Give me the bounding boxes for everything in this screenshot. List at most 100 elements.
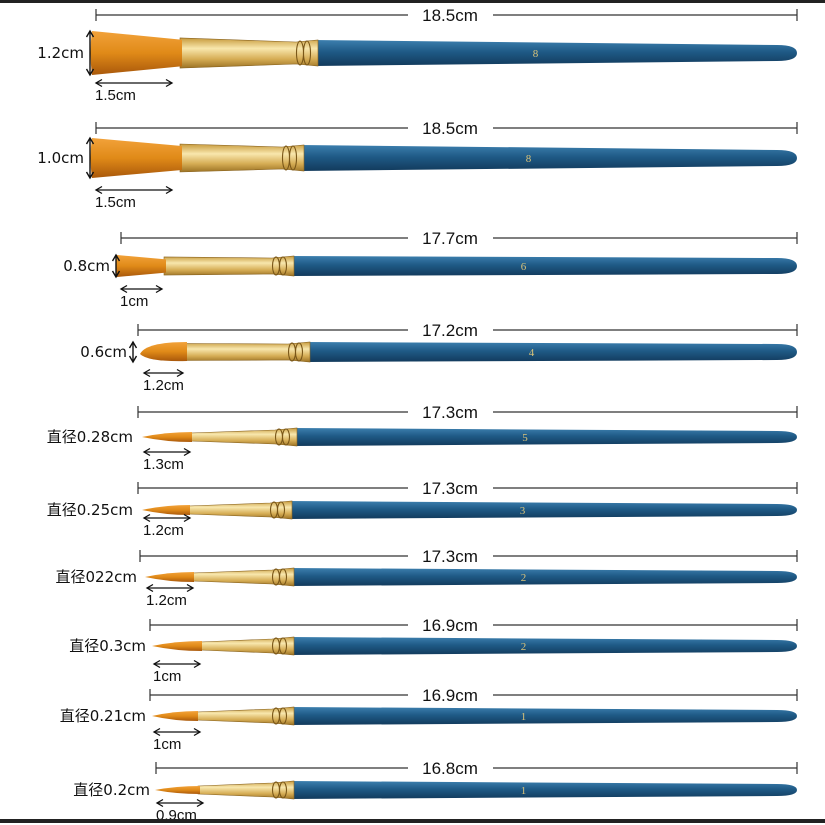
brush-handle: [293, 428, 797, 446]
length-label: 17.2cm: [422, 321, 478, 340]
length-label: 16.8cm: [422, 759, 478, 778]
brush-handle: [290, 256, 797, 276]
width-label: 直径0.3cm: [69, 637, 146, 655]
brush-row: 16.9cm 1 直径0.21cm 1cm: [60, 686, 798, 753]
width-label: 直径0.28cm: [47, 428, 133, 446]
brush-row: 17.3cm 3 直径0.25cm 1.2cm: [47, 479, 798, 539]
ferrule-crimp: [281, 428, 291, 446]
brush-bristles: [140, 342, 187, 362]
arrow-head: [186, 583, 195, 593]
brush-bristles: [142, 505, 190, 515]
brush-handle: [290, 568, 797, 586]
tip-length-label: 1.3cm: [143, 456, 184, 473]
bottom-rule: [0, 819, 825, 823]
handle-size-mark: 3: [520, 505, 526, 517]
tip-length-label: 1cm: [120, 293, 148, 310]
width-label: 0.8cm: [63, 257, 110, 275]
brush-ferrule: [184, 341, 311, 363]
arrow-head: [94, 78, 103, 88]
brush-ferrule: [179, 143, 305, 173]
arrow-head: [142, 513, 151, 523]
tip-length-label: 1cm: [153, 668, 181, 685]
handle-size-mark: 4: [529, 347, 535, 359]
brush-handle: [306, 342, 797, 362]
arrow-head: [165, 78, 174, 88]
brush-row: 17.2cm 4 0.6cm 1.2cm: [80, 321, 798, 394]
brush-row: 18.5cm 8 1.2cm 1.5cm: [37, 6, 798, 104]
arrow-head: [128, 340, 138, 349]
width-label: 1.2cm: [37, 44, 84, 62]
ferrule-crimp: [278, 256, 288, 276]
arrow-head: [128, 355, 138, 364]
brush-handle: [290, 781, 797, 799]
handle-size-mark: 1: [521, 785, 527, 797]
length-label: 16.9cm: [422, 686, 478, 705]
arrow-head: [152, 659, 161, 669]
arrow-head: [142, 447, 151, 457]
arrow-head: [85, 29, 95, 38]
arrow-head: [142, 368, 151, 378]
brush-ferrule: [197, 780, 295, 800]
arrow-head: [155, 284, 164, 294]
tip-length-label: 1.5cm: [95, 194, 136, 211]
ferrule-crimp: [294, 342, 304, 362]
handle-size-mark: 8: [533, 48, 539, 60]
arrow-head: [165, 185, 174, 195]
top-rule: [0, 0, 825, 3]
handle-size-mark: 8: [526, 153, 532, 165]
arrow-head: [183, 513, 192, 523]
tip-length-label: 1.2cm: [143, 522, 184, 539]
tip-length-label: 1.5cm: [95, 87, 136, 104]
arrow-head: [176, 368, 185, 378]
arrow-head: [85, 136, 95, 145]
brush-row: 17.3cm 5 直径0.28cm 1.3cm: [47, 403, 798, 473]
arrow-head: [193, 659, 202, 669]
tip-length-label: 1cm: [153, 736, 181, 753]
width-label: 0.6cm: [80, 343, 127, 361]
brush-row: 18.5cm 8 1.0cm 1.5cm: [37, 119, 798, 211]
ferrule-crimp: [278, 568, 288, 586]
arrow-head: [152, 727, 161, 737]
arrow-head: [183, 447, 192, 457]
arrow-head: [111, 270, 121, 279]
arrow-head: [193, 727, 202, 737]
arrow-head: [145, 583, 154, 593]
length-label: 17.3cm: [422, 547, 478, 566]
arrow-head: [196, 798, 205, 808]
arrow-head: [111, 253, 121, 262]
length-label: 16.9cm: [422, 616, 478, 635]
brush-ferrule: [179, 37, 319, 69]
arrow-head: [155, 798, 164, 808]
width-label: 直径0.21cm: [60, 707, 146, 725]
handle-size-mark: 1: [521, 711, 527, 723]
brush-bristles: [152, 641, 202, 651]
length-label: 18.5cm: [422, 6, 478, 25]
ferrule-crimp: [288, 145, 298, 171]
brush-bristles: [152, 711, 198, 721]
width-label: 1.0cm: [37, 149, 84, 167]
brush-bristles: [155, 786, 200, 794]
brush-bristles: [142, 432, 192, 442]
brush-handle: [300, 145, 797, 171]
brush-row: 16.9cm 2 直径0.3cm 1cm: [69, 616, 798, 685]
handle-size-mark: 6: [521, 261, 527, 273]
ferrule-crimp: [278, 781, 288, 799]
brush-bristles: [90, 138, 182, 178]
ferrule-crimp: [278, 707, 288, 725]
brush-handle: [290, 637, 797, 655]
arrow-head: [94, 185, 103, 195]
brush-row: 17.7cm 6 0.8cm 1cm: [63, 229, 798, 310]
brush-ferrule: [163, 255, 295, 277]
ferrule-crimp: [302, 40, 312, 66]
width-label: 直径022cm: [56, 568, 138, 586]
brush-handle: [290, 707, 797, 725]
width-label: 直径0.2cm: [73, 781, 150, 799]
brush-handle: [314, 40, 797, 66]
arrow-head: [85, 171, 95, 180]
brush-bristles: [90, 31, 182, 75]
brush-handle: [288, 501, 797, 519]
brush-bristles: [145, 572, 194, 582]
width-label: 直径0.25cm: [47, 501, 133, 519]
